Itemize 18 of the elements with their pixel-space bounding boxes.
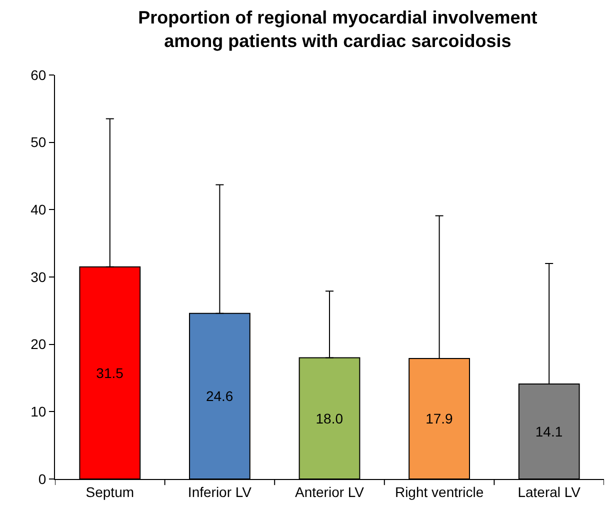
y-tick-label: 40 <box>30 202 46 218</box>
data-label: 24.6 <box>206 388 234 404</box>
data-label: 17.9 <box>426 410 454 427</box>
y-tick-label: 20 <box>30 336 46 352</box>
y-tick-label: 0 <box>38 470 46 487</box>
chart-title: Proportion of regional myocardial involvement among patients with cardiac sarcoidosis <box>138 7 538 51</box>
data-label: 18.0 <box>316 410 344 426</box>
y-tick-label: 50 <box>30 134 46 150</box>
x-tick-label: Lateral LV <box>518 484 582 500</box>
y-tick-label: 10 <box>30 404 46 420</box>
y-tick-label: 30 <box>30 268 46 285</box>
data-label: 14.1 <box>535 424 563 440</box>
x-tick-label: Anterior LV <box>295 484 365 500</box>
y-tick-label: 60 <box>30 66 46 83</box>
x-tick-label: Inferior LV <box>188 484 252 500</box>
x-tick-label: Right ventricle <box>394 484 484 500</box>
data-label: 31.5 <box>96 364 124 381</box>
x-tick-label: Septum <box>86 484 134 500</box>
